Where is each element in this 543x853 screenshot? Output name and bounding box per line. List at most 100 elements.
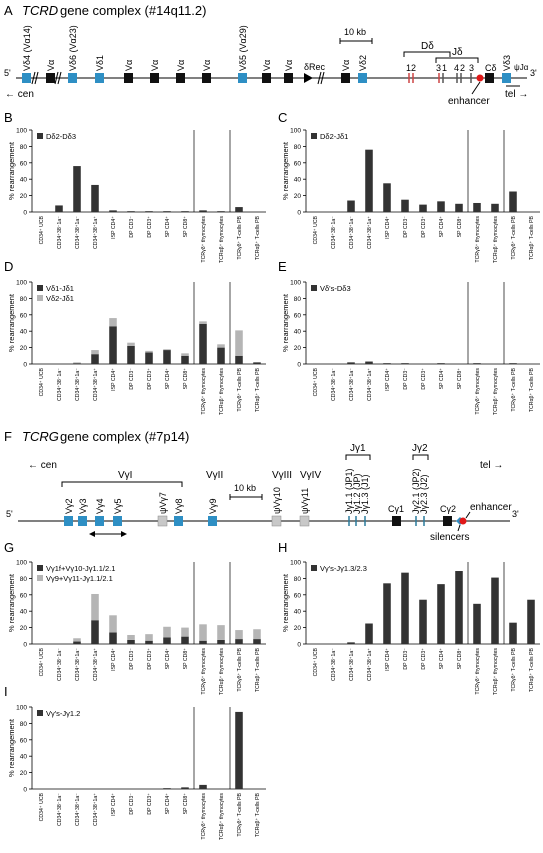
- legend-swatch: [37, 285, 43, 291]
- break-marks-a: [31, 71, 325, 85]
- gene-label: Vα: [124, 60, 134, 71]
- bar: [437, 363, 445, 364]
- bar: [347, 642, 355, 644]
- bar: [109, 318, 117, 327]
- bar: [181, 636, 189, 644]
- x-tick-label: TCRαβ⁺ thymocytes: [493, 368, 499, 415]
- y-tick-label: 60: [294, 592, 302, 599]
- bar: [127, 211, 135, 212]
- x-tick-label: SP CD8⁺: [457, 216, 463, 238]
- x-tick-label: TCRαβ⁺ T-cells PB: [255, 792, 261, 837]
- gene-label: Vδ2: [358, 55, 368, 71]
- bar: [235, 207, 243, 212]
- legend-swatch: [37, 295, 43, 301]
- silencers-label: silencers: [430, 532, 469, 543]
- bar: [383, 583, 391, 644]
- bar: [437, 201, 445, 212]
- gene-vd3-box: [502, 73, 511, 83]
- y-tick-label: 60: [20, 160, 28, 167]
- vg3-label: VγIII: [272, 470, 292, 481]
- bar: [437, 584, 445, 644]
- bar: [217, 347, 225, 364]
- x-tick-label: SP CD8⁺: [183, 793, 189, 815]
- panel-a-title: gene complex (#14q11.2): [60, 3, 206, 18]
- legend-swatch: [37, 133, 43, 139]
- bar: [163, 211, 171, 212]
- cg2-label: Cγ2: [440, 504, 456, 514]
- bar: [253, 629, 261, 640]
- gene-vg3-box: [78, 516, 87, 526]
- y-tick-label: 0: [23, 787, 27, 794]
- x-tick-label: CD34⁺ UCB: [39, 792, 45, 821]
- bar: [91, 350, 99, 355]
- gene-va-box: [150, 73, 159, 83]
- y-tick-label: 20: [20, 345, 28, 352]
- bar: [199, 321, 207, 324]
- x-tick-label: TCRαβ⁺ T-cells PB: [529, 215, 535, 260]
- chart-d: 0 20 40 60 80 100% rearrangement CD34⁺ UCB CD34…: [7, 280, 266, 415]
- chart-e: 0 20 40 60 80 100% rearrangement CD34⁺ UCB CD34…: [281, 280, 540, 415]
- bar: [473, 202, 481, 212]
- bar: [419, 599, 427, 644]
- gene-label: Vα: [284, 60, 294, 71]
- gene-label: Vγ9: [208, 498, 218, 514]
- vg1-bracket: [61, 481, 183, 487]
- bar: [127, 345, 135, 364]
- legend-label: Vδ1-Jδ1: [46, 284, 74, 293]
- y-tick-label: 100: [16, 280, 27, 287]
- x-tick-label: TCRαβ⁺ thymocytes: [493, 216, 499, 263]
- x-tick-label: TCRγδ⁺ thymocytes: [201, 648, 207, 695]
- y-tick-label: 20: [294, 193, 302, 200]
- panel-a: A TCRD gene complex (#14q11.2) 5' 3': [4, 3, 537, 107]
- svg-text:2: 2: [411, 63, 416, 73]
- bar: [401, 572, 409, 644]
- gene-label: ψVγ11: [300, 488, 310, 514]
- y-tick-label: 20: [20, 193, 28, 200]
- gene-va-box: [341, 73, 350, 83]
- svg-text:2: 2: [460, 63, 465, 73]
- gene-labels-a: Vδ4 (Vα14) Vα Vδ6 (Vα23) Vδ1 Vα Vα Vα Vα…: [22, 25, 512, 71]
- bar: [127, 342, 135, 346]
- gene-label: Vγ4: [95, 498, 105, 514]
- chart-g: 0 20 40 60 80 100% rearrangement CD34⁺ UCB CD34…: [7, 560, 266, 695]
- bar: [145, 352, 153, 364]
- bar: [163, 350, 171, 364]
- x-tick-label: DP CD3⁻: [129, 648, 135, 670]
- y-tick-label: 0: [297, 362, 301, 369]
- gene-label: Vα: [150, 60, 160, 71]
- bar: [401, 363, 409, 364]
- x-tick-label: DP CD3⁺: [421, 648, 427, 670]
- x-tick-label: SP CD4⁺: [165, 793, 171, 815]
- x-tick-label: CD34⁺38⁻1a⁻: [57, 368, 63, 401]
- x-tick-label: SP CD8⁺: [183, 216, 189, 238]
- x-tick-label: DP CD3⁺: [147, 216, 153, 238]
- x-tick-label: CD34⁺38⁺1a⁺: [367, 368, 373, 401]
- x-tick-label: TCRγδ⁺ thymocytes: [201, 793, 207, 840]
- x-tick-label: DP CD3⁺: [421, 368, 427, 390]
- bar: [217, 344, 225, 348]
- vg4-label: VγIV: [300, 470, 321, 481]
- x-tick-label: CD34⁺38⁺1a⁺: [93, 648, 99, 681]
- bar: [181, 355, 189, 364]
- tel-label-f: tel →: [480, 460, 503, 471]
- x-tick-label: TCRαβ⁺ T-cells PB: [529, 647, 535, 692]
- x-tick-label: DP CD3⁻: [129, 793, 135, 815]
- x-tick-label: DP CD3⁺: [147, 793, 153, 815]
- x-tick-label: DP CD3⁺: [147, 648, 153, 670]
- chart-b: 0 20 40 60 80 100% rearrangement CD34⁺ UCB CD34…: [7, 128, 266, 263]
- x-tick-label: ISP CD4⁺: [111, 368, 117, 391]
- gene-label: Vα: [262, 60, 272, 71]
- bar: [109, 326, 117, 364]
- bar: [73, 641, 81, 644]
- gene-label: Vα: [202, 60, 212, 71]
- x-tick-label: CD34⁺38⁻1a⁻: [57, 216, 63, 249]
- y-tick-label: 0: [297, 642, 301, 649]
- bar: [109, 210, 117, 212]
- bar: [365, 361, 373, 364]
- x-tick-label: CD34⁺38⁻1a⁻: [331, 216, 337, 249]
- legend-label: Vγ's-Jγ1.3/2.3: [320, 564, 367, 573]
- y-tick-label: 80: [20, 296, 28, 303]
- bar: [91, 354, 99, 364]
- bar: [527, 599, 535, 644]
